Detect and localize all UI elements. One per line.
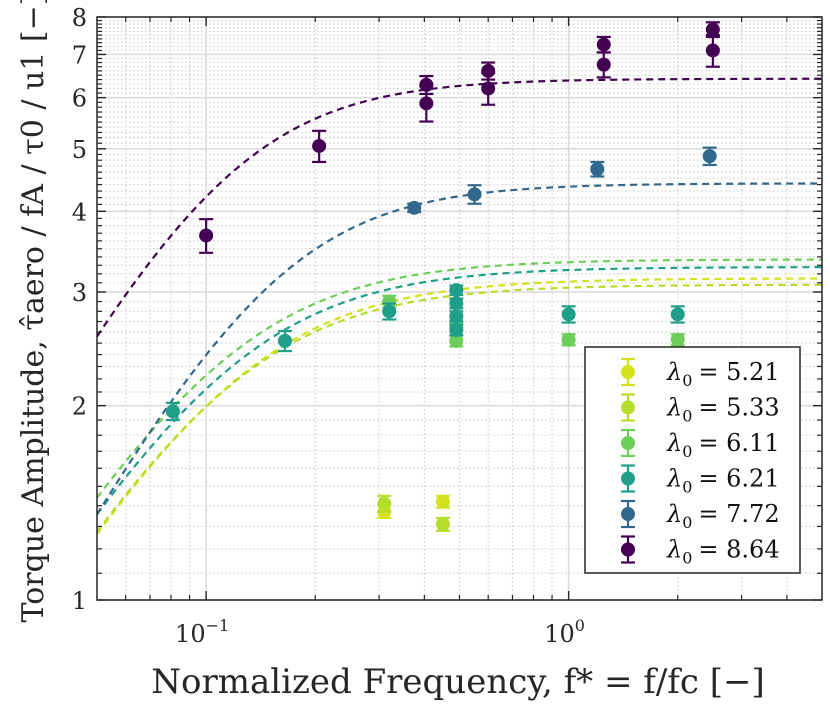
data-point bbox=[382, 302, 397, 321]
legend-entry: λ0 = 5.33 bbox=[621, 393, 780, 426]
data-point bbox=[312, 129, 327, 164]
fit-curve bbox=[97, 258, 822, 499]
y-tick-label: 8 bbox=[72, 4, 87, 32]
legend-label: λ0 = 5.21 bbox=[666, 358, 780, 390]
marker bbox=[435, 494, 450, 509]
marker bbox=[590, 162, 605, 177]
marker bbox=[481, 63, 496, 78]
marker bbox=[165, 404, 180, 419]
marker bbox=[449, 309, 464, 324]
data-point bbox=[705, 21, 720, 39]
legend-marker bbox=[621, 365, 635, 379]
marker bbox=[277, 333, 292, 348]
legend-marker bbox=[621, 542, 635, 557]
fit-curve bbox=[97, 77, 822, 338]
legend-marker bbox=[621, 436, 635, 450]
marker bbox=[670, 332, 685, 347]
data-point bbox=[407, 200, 422, 215]
data-point bbox=[590, 160, 605, 178]
fit-curve bbox=[97, 266, 822, 515]
legend-entry: λ0 = 6.21 bbox=[621, 464, 780, 497]
marker bbox=[199, 228, 214, 243]
marker bbox=[670, 307, 685, 322]
marker bbox=[419, 96, 434, 111]
marker bbox=[596, 57, 611, 72]
data-point bbox=[449, 309, 464, 324]
y-tick-label: 3 bbox=[72, 279, 87, 307]
marker bbox=[377, 496, 392, 511]
data-point bbox=[419, 74, 434, 96]
axes: 10−1 100 1 2 3 4 5 6 7 8 bbox=[72, 4, 823, 648]
legend-label: λ0 = 8.64 bbox=[666, 536, 780, 568]
data-point bbox=[449, 296, 464, 311]
data-points bbox=[165, 21, 720, 532]
x-tick-label: 10−1 bbox=[175, 616, 229, 648]
data-point bbox=[199, 218, 214, 254]
data-point bbox=[449, 322, 464, 337]
legend-marker bbox=[621, 507, 635, 521]
marker bbox=[419, 77, 434, 92]
marker bbox=[435, 517, 450, 532]
marker bbox=[561, 307, 576, 322]
y-axis-label: Torque Amplitude, τ̂aero / fA / τ0 / u1 … bbox=[16, 0, 51, 622]
legend-box bbox=[584, 346, 801, 574]
marker bbox=[449, 283, 464, 298]
x-tick-label: 100 bbox=[544, 616, 585, 648]
data-point bbox=[435, 494, 450, 509]
marker bbox=[449, 322, 464, 337]
data-point bbox=[670, 332, 685, 347]
data-point bbox=[377, 494, 392, 513]
data-point bbox=[481, 61, 496, 81]
marker bbox=[481, 81, 496, 96]
y-tick-label: 1 bbox=[72, 587, 87, 615]
y-tick-label: 7 bbox=[72, 41, 87, 69]
data-point bbox=[561, 305, 576, 324]
x-axis-label: Normalized Frequency, f* = f/fc [−] bbox=[151, 662, 765, 702]
legend-entry: λ0 = 6.11 bbox=[621, 428, 780, 461]
marker bbox=[312, 138, 327, 153]
data-point bbox=[165, 401, 180, 422]
marker bbox=[382, 304, 397, 319]
marker bbox=[561, 332, 576, 347]
marker bbox=[449, 333, 464, 348]
marker bbox=[467, 187, 482, 202]
data-point bbox=[277, 329, 292, 353]
data-point bbox=[596, 35, 611, 54]
marker bbox=[705, 22, 720, 37]
legend-label: λ0 = 6.11 bbox=[666, 429, 780, 461]
y-tick-label: 4 bbox=[72, 198, 87, 226]
legend-entry: λ0 = 7.72 bbox=[621, 499, 780, 532]
marker bbox=[382, 294, 397, 309]
data-point bbox=[561, 332, 576, 347]
data-point bbox=[435, 516, 450, 532]
legend-label: λ0 = 7.72 bbox=[666, 500, 780, 532]
marker bbox=[596, 37, 611, 52]
y-tick-label: 6 bbox=[72, 85, 87, 113]
legend-label: λ0 = 6.21 bbox=[666, 465, 780, 497]
data-point bbox=[702, 146, 717, 167]
legend-entry: λ0 = 5.21 bbox=[621, 357, 780, 390]
marker bbox=[449, 296, 464, 311]
axis-labels: Normalized Frequency, f* = f/fc [−] Torq… bbox=[16, 0, 765, 702]
legend-label: λ0 = 5.33 bbox=[666, 394, 780, 426]
marker bbox=[705, 43, 720, 58]
data-point bbox=[467, 184, 482, 205]
svg-text:Torque Amplitude, τ̂aero / fA: Torque Amplitude, τ̂aero / fA / τ0 / u1 … bbox=[16, 0, 51, 622]
marker bbox=[407, 200, 422, 215]
data-point bbox=[449, 283, 464, 298]
y-tick-label: 5 bbox=[72, 136, 87, 164]
y-tick-label: 2 bbox=[72, 393, 87, 421]
legend-entry: λ0 = 8.64 bbox=[621, 535, 780, 568]
data-point bbox=[670, 305, 685, 324]
marker bbox=[702, 149, 717, 164]
legend-marker bbox=[621, 400, 635, 415]
legend-marker bbox=[621, 471, 635, 486]
